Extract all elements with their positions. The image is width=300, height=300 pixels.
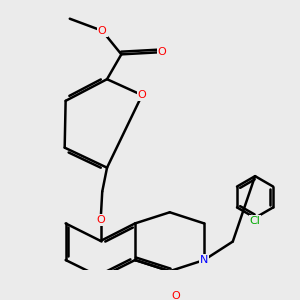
Text: O: O: [158, 47, 167, 57]
Text: O: O: [171, 291, 180, 300]
Text: N: N: [200, 255, 208, 265]
Text: Cl: Cl: [250, 215, 260, 226]
Text: O: O: [96, 215, 105, 225]
Text: O: O: [138, 90, 146, 100]
Text: O: O: [98, 26, 106, 36]
